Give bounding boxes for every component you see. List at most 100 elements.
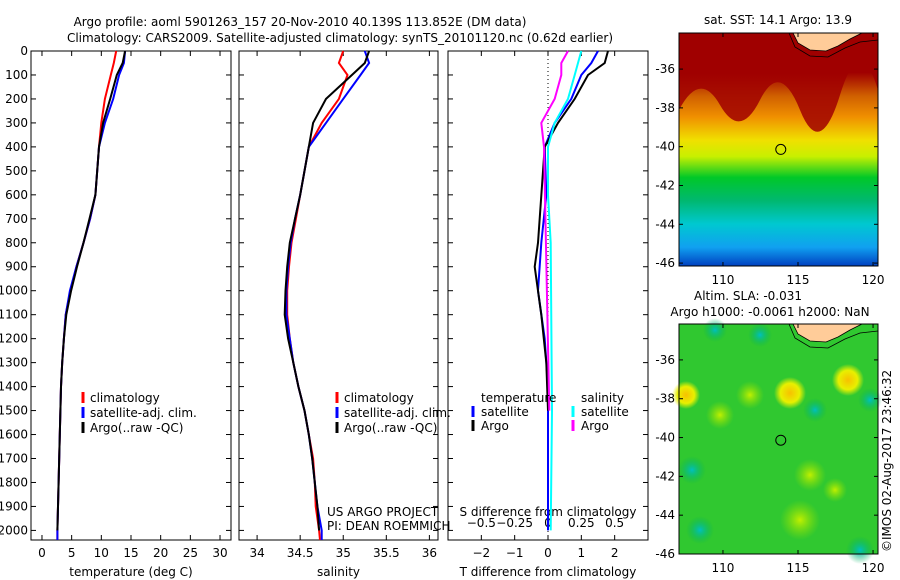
sla-anomaly-blob (780, 500, 820, 540)
x-tick-label: 36 (422, 546, 437, 560)
lon-tick-label: 115 (787, 273, 810, 287)
series-line-argo-raw-qc- (283, 50, 371, 531)
sla-map-subtitle: Argo h1000: -0.0061 h2000: NaN (670, 305, 869, 319)
s-tick-label: 0.5 (605, 516, 624, 530)
sla-map-title: Altim. SLA: -0.031 (694, 289, 802, 303)
x-tick-label: 30 (212, 546, 227, 560)
land-coastline (792, 323, 863, 343)
sst-warm-front (679, 33, 878, 132)
lat-tick-label: -36 (655, 353, 675, 367)
y-tick-label: 1600 (0, 428, 28, 442)
sst-map: -36 -38 -40 -42 -44 -46 110 115 120 sat. SST: 14.… (655, 13, 884, 287)
sla-anomaly-blob (846, 536, 874, 564)
legend-label: Argo(..raw -QC) (90, 421, 183, 435)
y-tick-label: 200 (5, 92, 28, 106)
x-tick-label: 15 (123, 546, 138, 560)
x-tick-label: 1 (578, 546, 586, 560)
x-tick-label: 34.5 (287, 546, 314, 560)
sla-field (679, 324, 878, 554)
sla-map: -36 -38 -40 -42 -44 -46 110 115 120 Altim. SLA: -… (655, 289, 884, 575)
lat-tick-label: -38 (655, 101, 675, 115)
land-coastline (792, 32, 863, 52)
y-tick-label: 0 (20, 44, 28, 58)
x-tick-label: 0 (38, 546, 46, 560)
sla-anomaly-blob (858, 388, 882, 412)
s-tick-label: −0.5 (467, 516, 496, 530)
legend-label: climatology (344, 391, 414, 405)
series-line-satellite-adj-clim- (56, 50, 127, 540)
y-tick-label: 400 (5, 140, 28, 154)
lat-tick-label: -44 (655, 508, 675, 522)
lat-tick-label: -46 (655, 256, 675, 270)
x-tick-label: 2 (611, 546, 619, 560)
y-tick-label: 600 (5, 188, 28, 202)
profile-panel-1: 0100200300400500600700800900100011001200… (0, 44, 232, 579)
title-line-2: Climatology: CARS2009. Satellite-adjuste… (67, 31, 613, 45)
s-tick-label: −0.25 (496, 516, 533, 530)
profile-panel-3: −2 −1 0 1 2 T difference from climatology −0.5… (447, 50, 649, 579)
lat-tick-label: -46 (655, 547, 675, 561)
argo-position-marker (775, 434, 787, 446)
lat-tick-label: -44 (655, 217, 675, 231)
y-tick-label: 1200 (0, 332, 28, 346)
sla-anomaly-blob (672, 381, 700, 409)
sst-map-title: sat. SST: 14.1 Argo: 13.9 (704, 13, 852, 27)
lat-tick-label: -40 (655, 140, 675, 154)
sla-anomaly-blob (803, 398, 827, 422)
y-tick-label: 1800 (0, 475, 28, 489)
x-tick-label: 0 (544, 546, 552, 560)
lon-tick-label: 110 (712, 561, 735, 575)
y-tick-label: 2000 (0, 523, 28, 537)
x-axis-label: salinity (317, 565, 360, 579)
legend-label: Argo (581, 419, 609, 433)
sla-anomaly-blob (706, 401, 734, 429)
y-tick-label: 300 (5, 116, 28, 130)
lon-tick-label: 115 (787, 561, 810, 575)
sla-anomaly-blob (678, 456, 706, 484)
y-tick-label: 1700 (0, 452, 28, 466)
x-tick-label: 10 (94, 546, 109, 560)
legend-label: satellite-adj. clim. (90, 406, 197, 420)
s-tick-label: 0.25 (568, 516, 595, 530)
y-tick-label: 500 (5, 164, 28, 178)
map-frame (678, 32, 879, 267)
argo-position-marker (775, 143, 787, 155)
lon-tick-label: 120 (862, 273, 885, 287)
series-line-climatology (56, 50, 118, 540)
y-tick-label: 1400 (0, 380, 28, 394)
map-frame (678, 323, 879, 555)
series-line-climatology (286, 50, 349, 541)
series-line-s-satellite (547, 50, 583, 531)
legend-label: Argo (481, 419, 509, 433)
lon-tick-label: 110 (712, 273, 735, 287)
sla-anomaly-blob (686, 516, 714, 544)
sla-anomaly-blob (703, 318, 727, 342)
sla-anomaly-blob (736, 381, 764, 409)
plot-frame (238, 50, 439, 541)
lat-tick-label: -40 (655, 431, 675, 445)
y-tick-label: 1500 (0, 404, 28, 418)
x-tick-label: 35.5 (373, 546, 400, 560)
sla-anomaly-blob (774, 377, 806, 409)
x-tick-label: −2 (472, 546, 490, 560)
sla-anomaly-blob (794, 459, 826, 491)
lon-tick-label: 120 (862, 561, 885, 575)
y-tick-label: 900 (5, 260, 28, 274)
lat-tick-label: -36 (655, 62, 675, 76)
legend-label: satellite-adj. clim. (344, 406, 451, 420)
x-tick-label: 20 (153, 546, 168, 560)
series-line-t-argo (533, 50, 609, 411)
y-tick-label: 1100 (0, 308, 28, 322)
bathymetry-contour (788, 323, 879, 349)
project-annotation: PI: DEAN ROEMMICH (327, 519, 450, 533)
x-axis-label: temperature (deg C) (69, 565, 192, 579)
lat-tick-label: -38 (655, 392, 675, 406)
sla-anomaly-blob (823, 478, 847, 502)
bathymetry-contour (788, 32, 879, 58)
sla-anomaly-blob (748, 323, 772, 347)
title-line-1: Argo profile: aoml 5901263_157 20-Nov-20… (74, 15, 527, 29)
series-line-argo-raw-qc- (56, 50, 127, 531)
series-line-s-argo (540, 50, 569, 411)
y-tick-label: 1900 (0, 499, 28, 513)
y-tick-label: 1300 (0, 356, 28, 370)
